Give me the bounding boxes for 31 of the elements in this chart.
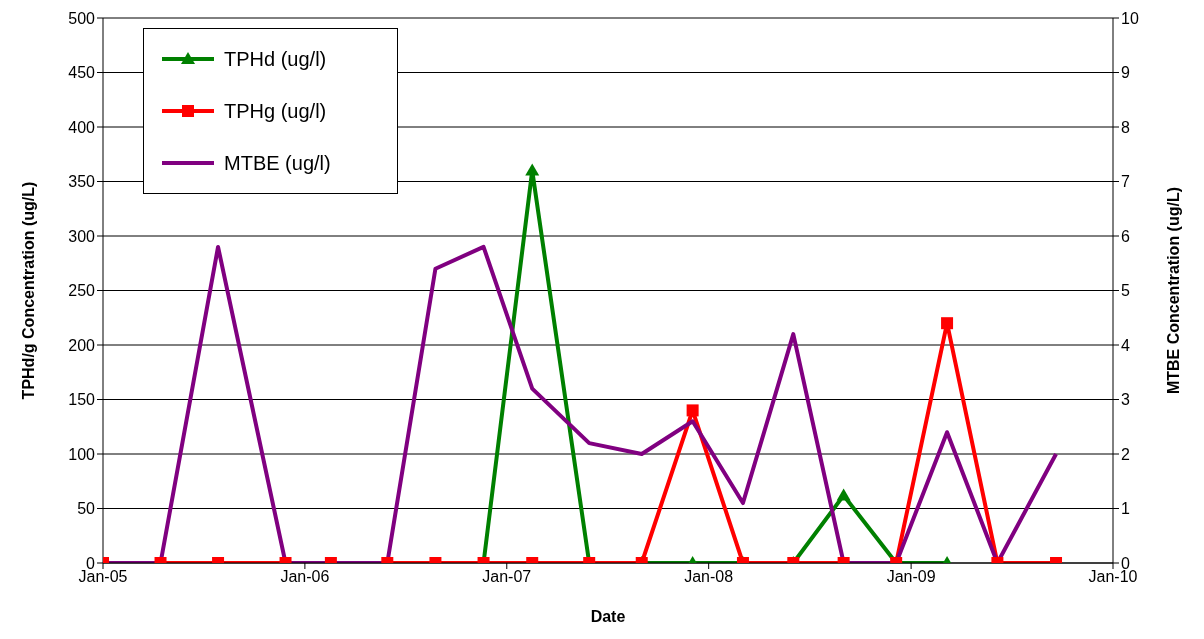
y2-tick-label: 9 — [1121, 64, 1130, 82]
y-tick-label: 400 — [68, 118, 96, 136]
y2-tick-label: 6 — [1121, 227, 1130, 245]
x-tick-label: Jan-08 — [684, 568, 734, 586]
y2-tick-label: 4 — [1121, 336, 1130, 354]
y2-tick-label: 8 — [1121, 118, 1130, 136]
y-tick-label: 350 — [68, 173, 96, 191]
y-axis-title: TPHd/g Concentration (ug/L) — [19, 181, 37, 400]
legend-label: TPHg (ug/l) — [224, 99, 327, 123]
y2-tick-label: 5 — [1121, 282, 1130, 300]
y2-axis-title: MTBE Concentration (ug/L) — [1164, 186, 1182, 395]
y2-tick-label: 7 — [1121, 173, 1130, 191]
x-tick-label: Jan-07 — [482, 568, 532, 586]
legend-label: TPHd (ug/l) — [224, 47, 327, 71]
x-tick-label: Jan-10 — [1088, 568, 1138, 586]
y-tick-label: 100 — [68, 445, 96, 463]
legend-label: MTBE (ug/l) — [224, 151, 331, 175]
y-tick-label: 200 — [68, 336, 96, 354]
y-tick-label: 150 — [68, 391, 96, 409]
y-tick-label: 50 — [77, 500, 96, 518]
y2-tick-label: 3 — [1121, 391, 1130, 409]
y-tick-label: 450 — [68, 64, 96, 82]
x-axis-title: Date — [590, 608, 626, 626]
y-tick-label: 300 — [68, 227, 96, 245]
y2-tick-label: 10 — [1121, 9, 1139, 27]
y-tick-label: 250 — [68, 282, 96, 300]
y2-tick-label: 2 — [1121, 445, 1130, 463]
y-tick-label: 500 — [68, 9, 96, 27]
y2-tick-label: 1 — [1121, 500, 1130, 518]
x-tick-label: Jan-09 — [886, 568, 936, 586]
x-tick-label: Jan-06 — [280, 568, 330, 586]
